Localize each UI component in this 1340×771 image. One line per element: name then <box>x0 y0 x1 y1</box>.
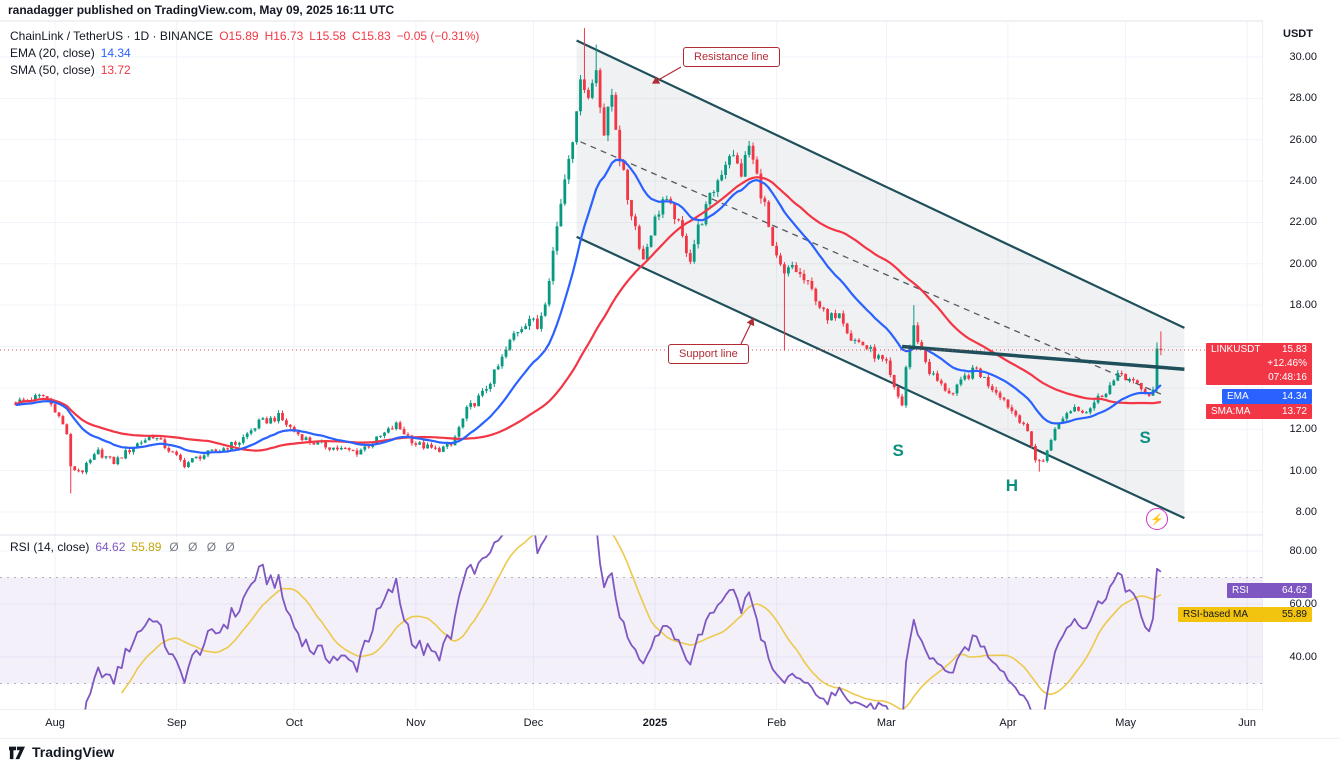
price-tick-label: 30.00 <box>1289 51 1317 63</box>
support-line-callout[interactable]: Support line <box>668 344 749 364</box>
rsi-ma-tag-label: RSI-based MA <box>1183 609 1249 620</box>
byline: ranadagger published on TradingView.com,… <box>8 3 395 17</box>
sma-legend-row[interactable]: SMA (50, close) 13.72 <box>10 62 479 79</box>
symbol-title: ChainLink / TetherUS · 1D · BINANCE <box>10 29 214 43</box>
price-tick-label: 18.00 <box>1289 299 1317 312</box>
symbol-legend-row[interactable]: ChainLink / TetherUS · 1D · BINANCE O15.8… <box>10 28 479 45</box>
rsi-tag-label: RSI <box>1232 585 1249 596</box>
ohlc-high: H16.73 <box>264 29 304 43</box>
ema-value: 14.34 <box>100 46 131 60</box>
price-tick-label: 8.00 <box>1295 505 1317 518</box>
price-tick-label: 20.00 <box>1289 257 1317 270</box>
ohlc-low: L15.58 <box>309 29 346 43</box>
tag-price: 15.83 <box>1281 344 1307 355</box>
time-axis-month-label: Apr <box>999 717 1017 729</box>
sma-value: 13.72 <box>100 63 131 77</box>
price-tick-label: 26.00 <box>1289 133 1317 146</box>
rsi-value: 64.62 <box>95 540 126 554</box>
ema-price-tag: EMA 14.34 <box>1222 389 1312 404</box>
time-axis[interactable]: Aug Sep Oct Nov Dec 2025 Feb Mar Apr May Jun <box>0 710 1340 738</box>
resistance-line-callout[interactable]: Resistance line <box>683 47 780 67</box>
rsi-tick-label: 80.00 <box>1289 545 1317 557</box>
rsi-value-tag: RSI 64.62 <box>1227 583 1312 598</box>
ema-tag-value: 14.34 <box>1281 391 1307 402</box>
pattern-letter[interactable]: S <box>892 440 904 460</box>
flash-emoji-icon[interactable]: ⚡ <box>1146 508 1168 530</box>
price-tick-label: 24.00 <box>1289 175 1317 188</box>
time-axis-month-label: Feb <box>767 717 787 729</box>
time-axis-month-label: Aug <box>45 717 65 729</box>
price-tick-label: 12.00 <box>1289 423 1317 436</box>
tradingview-logo-icon[interactable] <box>8 744 26 760</box>
ema-label: EMA (20, close) <box>10 46 95 60</box>
rsi-tick-label: 40.00 <box>1289 651 1317 663</box>
ohlc-change: −0.05 (−0.31%) <box>396 29 480 43</box>
rsi-ma-value: 55.89 <box>131 540 162 554</box>
price-tick-label: 10.00 <box>1289 464 1317 477</box>
ohlc-open: O15.89 <box>219 29 259 43</box>
tag-symbol: LINKUSDT <box>1211 344 1261 355</box>
rsi-tag-value: 64.62 <box>1281 585 1307 596</box>
price-tick-label: 28.00 <box>1289 92 1317 105</box>
axis-currency-label: USDT <box>1283 28 1313 40</box>
tradingview-brand[interactable]: TradingView <box>32 744 115 760</box>
time-axis-month-label: May <box>1115 717 1136 729</box>
time-axis-month-label: Dec <box>523 717 544 729</box>
footer: TradingView <box>8 744 114 760</box>
pattern-letter[interactable]: H <box>1005 476 1018 496</box>
rsi-ma-tag-value: 55.89 <box>1281 609 1307 620</box>
time-axis-month-label: Jun <box>1238 717 1257 729</box>
time-axis-month-label: 2025 <box>642 717 668 729</box>
time-axis-month-label: Nov <box>406 717 426 729</box>
ohlc-close: C15.83 <box>351 29 391 43</box>
sma-tag-label: SMA:MA <box>1211 406 1251 417</box>
time-axis-month-label: Oct <box>285 717 303 729</box>
time-axis-month-label: Sep <box>166 717 187 729</box>
price-tick-label: 22.00 <box>1289 216 1317 229</box>
time-axis-month-label: Mar <box>876 717 896 729</box>
main-legend: ChainLink / TetherUS · 1D · BINANCE O15.8… <box>10 28 479 79</box>
sma-price-tag: SMA:MA 13.72 <box>1206 404 1312 419</box>
rsi-label: RSI (14, close) <box>10 540 90 554</box>
tag-change-percent: +12.46% <box>1267 358 1307 369</box>
rsi-disabled-plots: Ø Ø Ø Ø <box>169 540 238 554</box>
tag-countdown: 07:48:16 <box>1268 372 1307 383</box>
pattern-letter[interactable]: S <box>1139 427 1151 447</box>
ema-legend-row[interactable]: EMA (20, close) 14.34 <box>10 45 479 62</box>
rsi-legend-row[interactable]: RSI (14, close) 64.62 55.89 Ø Ø Ø Ø <box>10 540 238 554</box>
sma-label: SMA (50, close) <box>10 63 95 77</box>
rsi-ma-value-tag: RSI-based MA 55.89 <box>1178 607 1312 622</box>
sma-tag-value: 13.72 <box>1281 406 1307 417</box>
last-price-tag: LINKUSDT 15.83 +12.46% 07:48:16 <box>1206 343 1312 385</box>
ema-tag-label: EMA <box>1227 391 1249 402</box>
